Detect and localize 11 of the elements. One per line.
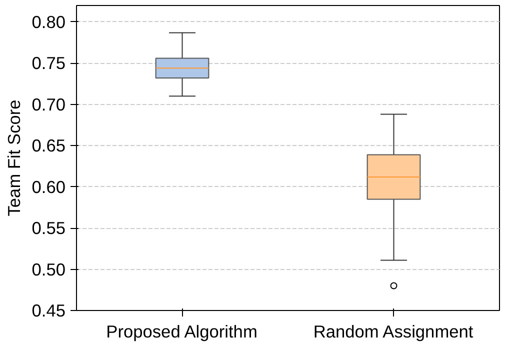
x-tick-label: Random Assignment xyxy=(313,322,474,342)
y-axis-title: Team Fit Score xyxy=(4,100,24,216)
y-tick-label: 0.50 xyxy=(32,259,66,280)
y-tick-label: 0.60 xyxy=(32,176,66,197)
y-tick-label: 0.70 xyxy=(32,94,66,114)
y-tick-label: 0.65 xyxy=(32,136,66,156)
y-tick-label: 0.45 xyxy=(32,300,66,320)
y-tick-label: 0.55 xyxy=(32,218,66,238)
y-tick-label: 0.80 xyxy=(32,12,66,32)
y-tick-label: 0.75 xyxy=(32,53,66,74)
x-tick-label: Proposed Algorithm xyxy=(106,322,258,342)
